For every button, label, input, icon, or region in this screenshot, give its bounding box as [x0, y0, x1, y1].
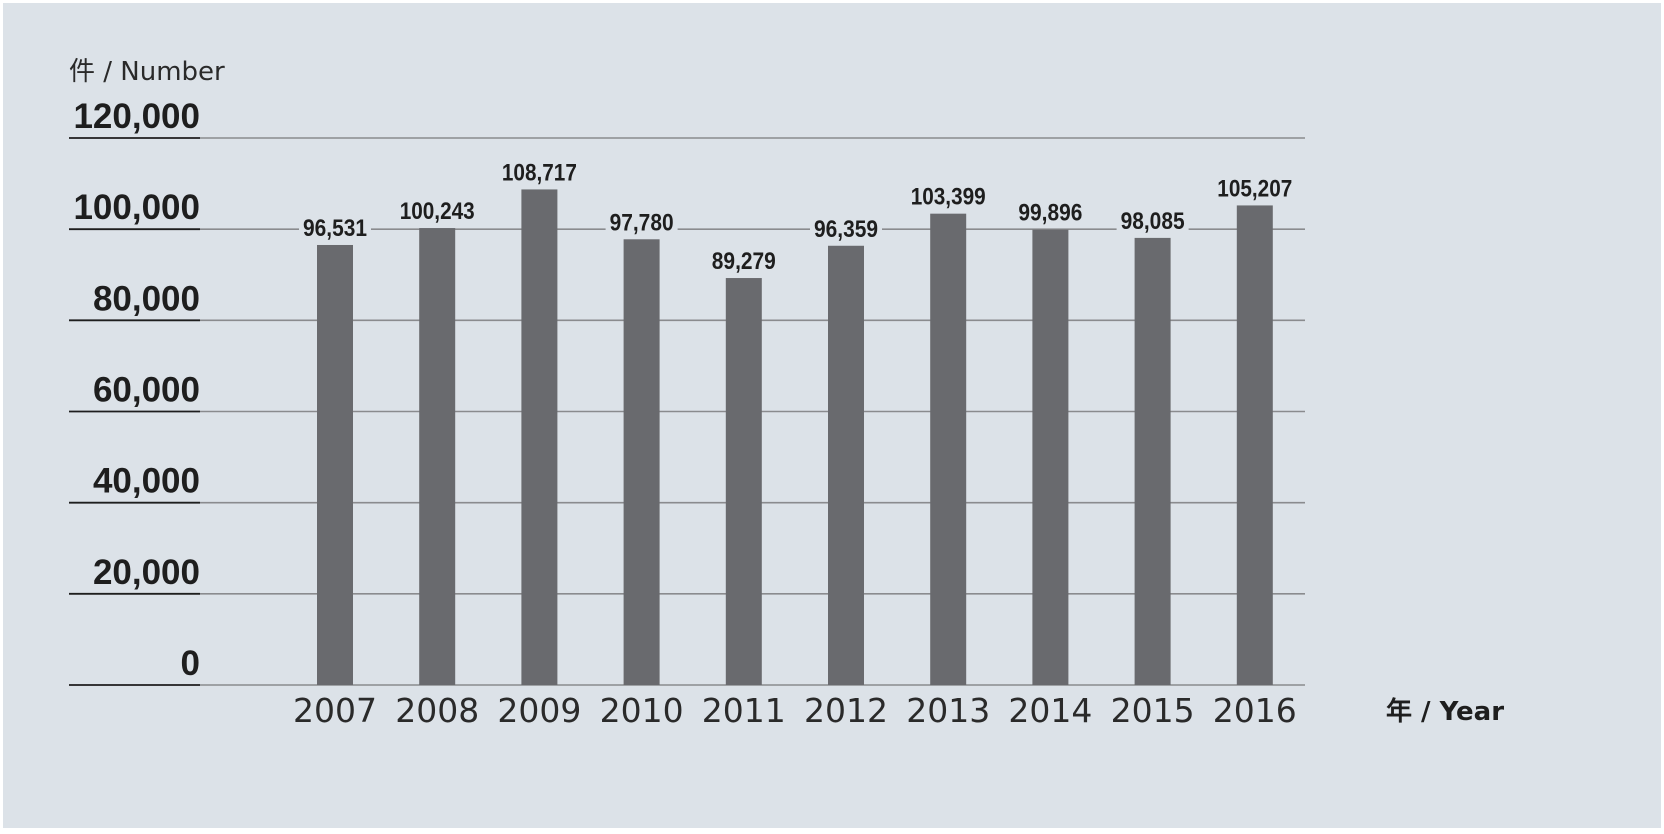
bar-2016	[1236, 205, 1273, 685]
value-label-2011: 89,279	[712, 248, 776, 275]
x-tick-label-2009: 2009	[497, 691, 581, 730]
value-label-bg	[299, 216, 371, 241]
x-tick-label-2010: 2010	[600, 691, 684, 730]
bar-2011	[725, 278, 762, 685]
x-tick-label-2013: 2013	[906, 691, 990, 730]
y-tick-label: 100,000	[73, 188, 200, 227]
y-axis-label: 件 / Number	[69, 57, 225, 87]
chart-panel: 0 20,000 40,000 60,000 80,000 100,000 120,000 …	[3, 3, 1661, 828]
y-tick-label: 60,000	[93, 371, 200, 410]
x-tick-label-2007: 2007	[293, 691, 377, 730]
x-tick-label-2014: 2014	[1008, 691, 1092, 730]
x-axis-label: 年 / Year	[1386, 696, 1504, 727]
value-label-bg	[707, 250, 780, 275]
bar-2014	[1032, 229, 1069, 685]
value-label-bg	[1213, 177, 1297, 202]
x-axis-ticks: 2007 2008 2009 2010 2011 2012 2013 2014 2015 2016	[293, 691, 1297, 730]
x-tick-label-2016: 2016	[1213, 691, 1297, 730]
x-tick-label-2012: 2012	[804, 691, 888, 730]
bar-2010	[623, 239, 660, 685]
y-tick-label: 120,000	[73, 97, 200, 136]
value-label-2016: 105,207	[1217, 175, 1292, 202]
value-label-bg	[1014, 201, 1087, 226]
y-axis-ticks: 0 20,000 40,000 60,000 80,000 100,000 120,000	[69, 97, 200, 686]
value-label-bg	[605, 211, 678, 236]
bar-2012	[828, 245, 864, 686]
value-label-2010: 97,780	[610, 209, 674, 236]
y-tick-label: 20,000	[93, 553, 200, 592]
bar-2009	[521, 189, 558, 685]
x-tick-label-2015: 2015	[1111, 691, 1195, 730]
y-tick-label: 80,000	[93, 279, 200, 318]
value-label-bg	[906, 185, 990, 210]
value-label-2014: 99,896	[1018, 200, 1082, 227]
value-label-2015: 98,085	[1121, 208, 1185, 235]
value-label-2012: 96,359	[814, 216, 878, 243]
value-label-2008: 100,243	[400, 198, 475, 225]
value-label-2013: 103,399	[911, 184, 986, 211]
y-tick-label: 0	[181, 644, 200, 683]
value-label-2007: 96,531	[303, 215, 367, 242]
bar-2008	[419, 228, 456, 685]
value-label-bg	[810, 217, 882, 242]
x-tick-label-2011: 2011	[702, 691, 786, 730]
value-label-bg	[497, 161, 581, 186]
x-tick-label-2008: 2008	[395, 691, 479, 730]
value-labels: 96,531 100,243 108,717 97,780 89,279 96,359 10…	[299, 159, 1297, 275]
bars	[317, 189, 1273, 686]
y-tick-label: 40,000	[93, 462, 200, 501]
bar-2015	[1134, 237, 1171, 685]
bar-chart: 020,00040,00060,00080,000100,000120,000 …	[69, 57, 1504, 730]
value-label-bg	[1116, 209, 1189, 234]
bar-2007	[317, 244, 353, 685]
value-label-bg	[395, 200, 479, 225]
value-label-2009: 108,717	[502, 159, 577, 186]
bar-2013	[930, 213, 967, 685]
